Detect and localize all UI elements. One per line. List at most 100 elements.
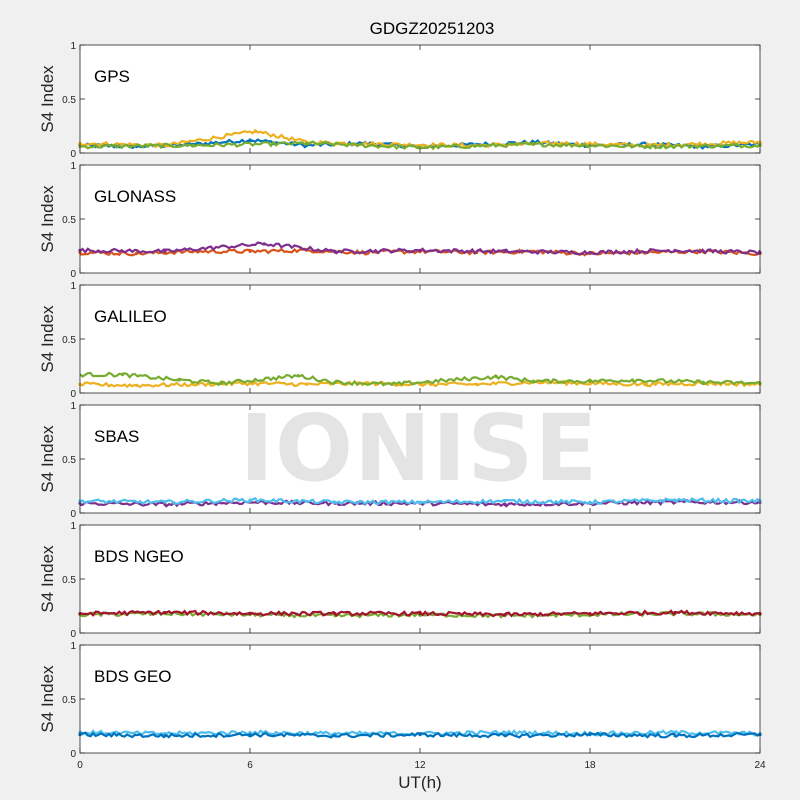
data-point-sbas-1-4 xyxy=(418,500,422,504)
y-tick-label-galileo: 1 xyxy=(70,281,76,292)
data-point-bds-ngeo-1-6 xyxy=(588,612,592,616)
data-point-galileo-1-7 xyxy=(531,379,535,383)
y-tick-label-galileo: 0 xyxy=(70,389,76,400)
axes-gps xyxy=(80,45,760,153)
data-point-galileo-0-1 xyxy=(135,383,139,387)
y-tick-label-gps: 1 xyxy=(70,41,76,52)
data-point-bds-geo-0-5 xyxy=(503,730,507,735)
data-point-sbas-1-1 xyxy=(163,500,167,504)
panel-label-sbas: SBAS xyxy=(94,427,139,446)
y-axis-label-glonass: S4 Index xyxy=(38,185,57,253)
data-point-gps-2-4 xyxy=(531,142,535,146)
y-tick-label-glonass: 1 xyxy=(70,161,76,172)
data-point-galileo-1-10 xyxy=(701,380,705,384)
data-point-gps-2-5 xyxy=(645,144,649,149)
x-tick-label: 6 xyxy=(247,760,253,771)
data-point-bds-ngeo-1-7 xyxy=(673,610,677,615)
figure-title: GDGZ20251203 xyxy=(370,19,495,38)
y-axis-label-bds-ngeo: S4 Index xyxy=(38,545,57,613)
x-tick-label: 12 xyxy=(414,760,426,771)
panel-label-bds-geo: BDS GEO xyxy=(94,667,171,686)
data-point-galileo-1-2 xyxy=(220,381,224,385)
y-tick-label-bds-geo: 0 xyxy=(70,749,76,760)
y-tick-label-gps: 0 xyxy=(70,149,76,160)
axes-galileo xyxy=(80,285,760,393)
data-point-sbas-0-1 xyxy=(163,502,167,506)
data-point-sbas-1-2 xyxy=(248,498,252,502)
y-axis-label-galileo: S4 Index xyxy=(38,305,57,373)
y-tick-label-bds-geo: 0.5 xyxy=(62,695,76,706)
y-tick-label-glonass: 0.5 xyxy=(62,215,76,226)
data-point-glonass-1-6 xyxy=(588,250,592,255)
y-tick-label-bds-ngeo: 0 xyxy=(70,629,76,640)
data-point-bds-ngeo-1-3 xyxy=(333,612,337,616)
data-point-sbas-1-7 xyxy=(673,498,677,502)
data-point-sbas-1-3 xyxy=(333,500,337,504)
data-point-glonass-1-2 xyxy=(262,242,266,246)
panel-label-gps: GPS xyxy=(94,67,130,86)
panel-label-glonass: GLONASS xyxy=(94,187,176,206)
axes-sbas xyxy=(80,405,760,513)
panel-label-galileo: GALILEO xyxy=(94,307,167,326)
y-tick-label-sbas: 1 xyxy=(70,401,76,412)
data-point-bds-ngeo-1-5 xyxy=(503,613,507,617)
data-point-bds-ngeo-1-1 xyxy=(163,610,167,615)
data-point-sbas-1-6 xyxy=(588,500,592,504)
x-tick-label: 0 xyxy=(77,760,83,771)
data-point-gps-1-2 xyxy=(254,129,258,133)
data-point-glonass-1-7 xyxy=(673,248,677,252)
y-tick-label-bds-ngeo: 0.5 xyxy=(62,575,76,586)
data-point-bds-ngeo-1-2 xyxy=(248,612,252,616)
data-point-bds-geo-1-4 xyxy=(418,733,422,737)
y-tick-label-bds-ngeo: 1 xyxy=(70,521,76,532)
data-point-galileo-1-1 xyxy=(177,378,181,382)
data-point-bds-geo-1-2 xyxy=(248,733,252,737)
data-point-galileo-1-6 xyxy=(494,375,499,379)
axes-glonass xyxy=(80,165,760,273)
data-point-gps-2-3 xyxy=(418,146,422,150)
x-tick-label: 18 xyxy=(584,760,596,771)
data-point-glonass-0-1 xyxy=(135,252,139,256)
data-point-galileo-1-8 xyxy=(588,379,592,383)
y-tick-label-galileo: 0.5 xyxy=(62,335,76,346)
y-tick-label-bds-geo: 1 xyxy=(70,641,76,652)
data-point-glonass-1-3 xyxy=(333,249,337,253)
data-point-glonass-0-3 xyxy=(248,249,252,253)
data-point-bds-geo-1-7 xyxy=(673,734,677,738)
y-tick-label-sbas: 0 xyxy=(70,509,76,520)
x-tick-label: 24 xyxy=(754,760,766,771)
data-point-bds-geo-1-5 xyxy=(503,734,507,738)
data-point-sbas-1-5 xyxy=(503,499,507,503)
data-point-galileo-0-7 xyxy=(475,382,479,386)
data-point-galileo-0-4 xyxy=(305,382,309,386)
data-point-gps-2-1 xyxy=(191,143,195,147)
panel-label-bds-ngeo: BDS NGEO xyxy=(94,547,184,566)
data-point-glonass-1-1 xyxy=(163,249,167,253)
y-tick-label-sbas: 0.5 xyxy=(62,455,76,466)
y-axis-label-gps: S4 Index xyxy=(38,65,57,133)
data-point-galileo-1-3 xyxy=(296,374,300,378)
data-point-galileo-0-10 xyxy=(645,382,649,386)
data-point-gps-0-3 xyxy=(248,138,252,142)
y-tick-label-gps: 0.5 xyxy=(62,95,76,106)
data-point-bds-geo-1-6 xyxy=(588,733,592,737)
data-point-sbas-0-5 xyxy=(503,502,507,506)
y-axis-label-sbas: S4 Index xyxy=(38,425,57,493)
x-axis-label: UT(h) xyxy=(398,773,441,792)
data-point-bds-geo-1-1 xyxy=(163,734,167,738)
data-point-bds-ngeo-1-4 xyxy=(418,612,422,616)
data-point-galileo-1-5 xyxy=(390,382,394,386)
data-point-galileo-1-9 xyxy=(630,378,635,382)
data-point-glonass-1-5 xyxy=(503,249,507,253)
series-line-bds-ngeo-1 xyxy=(79,609,761,618)
data-point-galileo-0-9 xyxy=(588,381,592,385)
y-tick-label-glonass: 0 xyxy=(70,269,76,280)
series-line-galileo-1 xyxy=(79,371,761,387)
data-point-galileo-1-0 xyxy=(120,373,125,377)
data-point-bds-geo-1-3 xyxy=(333,734,337,738)
data-point-galileo-1-4 xyxy=(333,380,337,384)
data-point-glonass-1-4 xyxy=(418,248,422,252)
y-axis-label-bds-geo: S4 Index xyxy=(38,665,57,733)
